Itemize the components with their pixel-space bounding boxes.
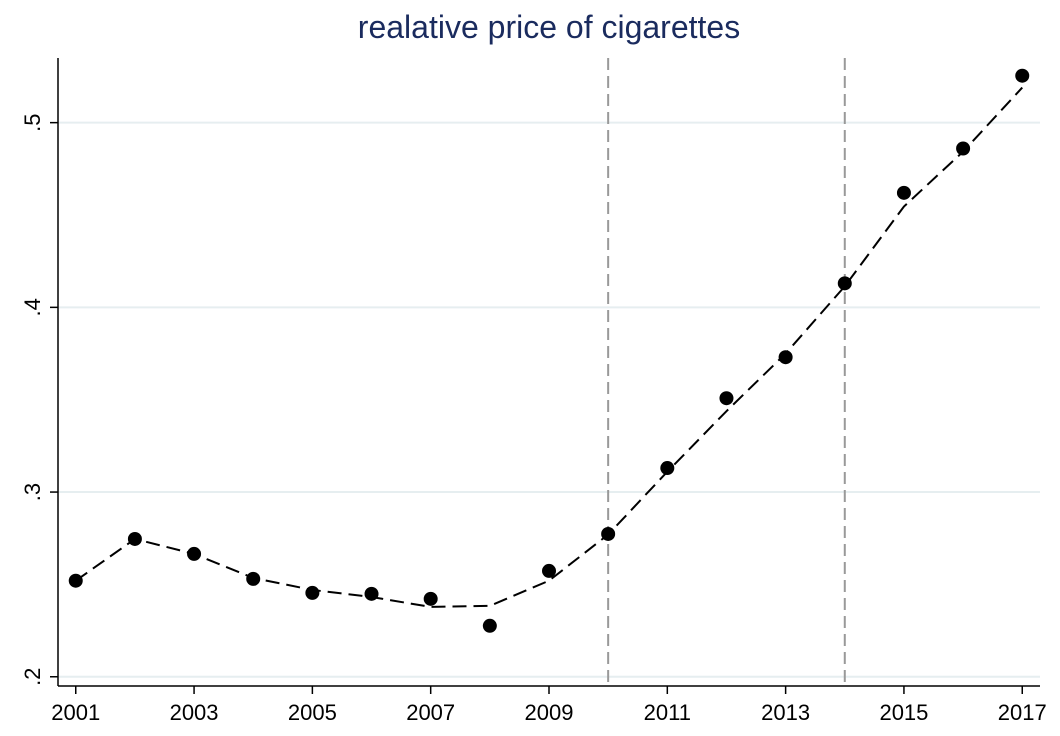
x-tick-label: 2003 — [170, 700, 219, 725]
point — [482, 618, 497, 633]
point — [542, 563, 556, 578]
point — [423, 591, 438, 606]
x-tick-label: 2001 — [51, 700, 100, 725]
y-tick-label: .2 — [20, 668, 45, 686]
x-tick-label: 2009 — [525, 700, 574, 725]
x-tick-label: 2011 — [644, 700, 691, 725]
point — [719, 391, 734, 406]
y-tick-label: .3 — [20, 483, 45, 501]
x-tick-label: 2005 — [288, 700, 337, 725]
point — [837, 276, 852, 291]
y-tick-label: .4 — [20, 298, 45, 316]
fit-line — [75, 86, 1023, 608]
point — [896, 185, 911, 200]
x-tick-label: 2015 — [879, 700, 928, 725]
point — [956, 141, 971, 156]
y-tick-label: .5 — [20, 113, 45, 131]
x-tick-label: 2017 — [998, 700, 1047, 725]
chart-title: realative price of cigarettes — [358, 9, 740, 45]
point — [1015, 68, 1030, 83]
x-tick-label: 2007 — [406, 700, 455, 725]
point — [660, 461, 675, 476]
x-tick-label: 2013 — [761, 700, 810, 725]
point — [778, 350, 793, 365]
